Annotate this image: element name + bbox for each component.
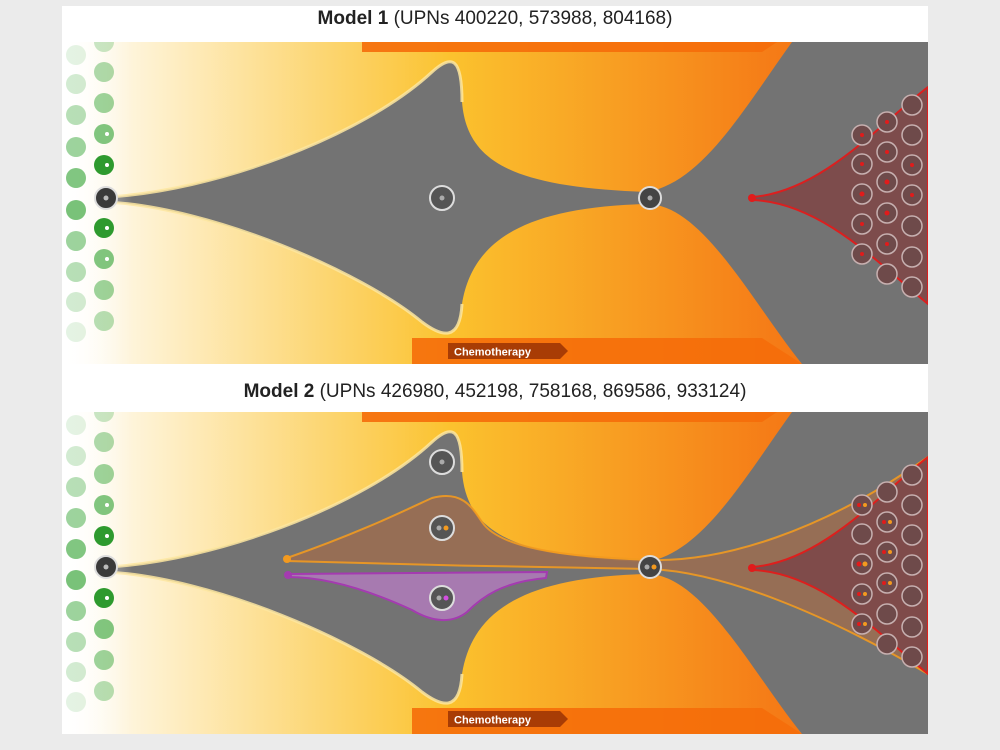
clone-1-shape — [106, 42, 928, 364]
subclone-purple-shape — [287, 570, 549, 621]
clone-node-top — [429, 449, 455, 475]
clone-node-relapse — [638, 186, 662, 210]
clone-1-outline — [105, 60, 464, 335]
founding-node — [94, 186, 118, 210]
green-cell-column-right — [94, 412, 114, 701]
subclone-orange-shape — [286, 455, 928, 676]
relapse-cell-dots — [859, 120, 914, 256]
chemotherapy-label: Chemotherapy — [454, 715, 532, 727]
purple-origin-dot — [284, 571, 292, 579]
model-1-fishplot: Chemotherapy — [62, 42, 928, 364]
clone-node-relapse — [638, 555, 662, 579]
model-1-upns: (UPNs 400220, 573988, 804168) — [393, 8, 673, 29]
chemotherapy-label: Chemotherapy — [454, 347, 532, 359]
relapse-cell-grid — [851, 464, 923, 668]
model-1-name: Model 1 — [317, 8, 389, 29]
green-cell-column-left — [66, 415, 86, 712]
clone-node-purple — [429, 585, 455, 611]
red-origin-dot — [748, 194, 756, 202]
clone-node-orange — [429, 515, 455, 541]
model-2-upns: (UPNs 426980, 452198, 758168, 869586, 93… — [319, 381, 747, 402]
relapse-cell-dots — [856, 503, 892, 626]
top-edge-band — [362, 42, 777, 52]
chemotherapy-arrow: Chemotherapy — [448, 711, 568, 727]
founding-node — [94, 555, 118, 579]
model-2-fishplot: Chemotherapy — [62, 412, 928, 734]
red-origin-dot — [748, 564, 756, 572]
orange-origin-dot — [283, 555, 291, 563]
clone-node-mid — [429, 185, 455, 211]
model-2-name: Model 2 — [243, 381, 315, 402]
chemotherapy-arrow: Chemotherapy — [448, 343, 568, 359]
clone-1-outline — [105, 430, 464, 705]
model-1-title: Model 1 (UPNs 400220, 573988, 804168) — [62, 8, 928, 30]
model-2-title: Model 2 (UPNs 426980, 452198, 758168, 86… — [62, 381, 928, 403]
top-edge-band — [362, 412, 777, 422]
green-cell-column-left — [66, 45, 86, 342]
green-cell-column-right — [94, 42, 114, 331]
